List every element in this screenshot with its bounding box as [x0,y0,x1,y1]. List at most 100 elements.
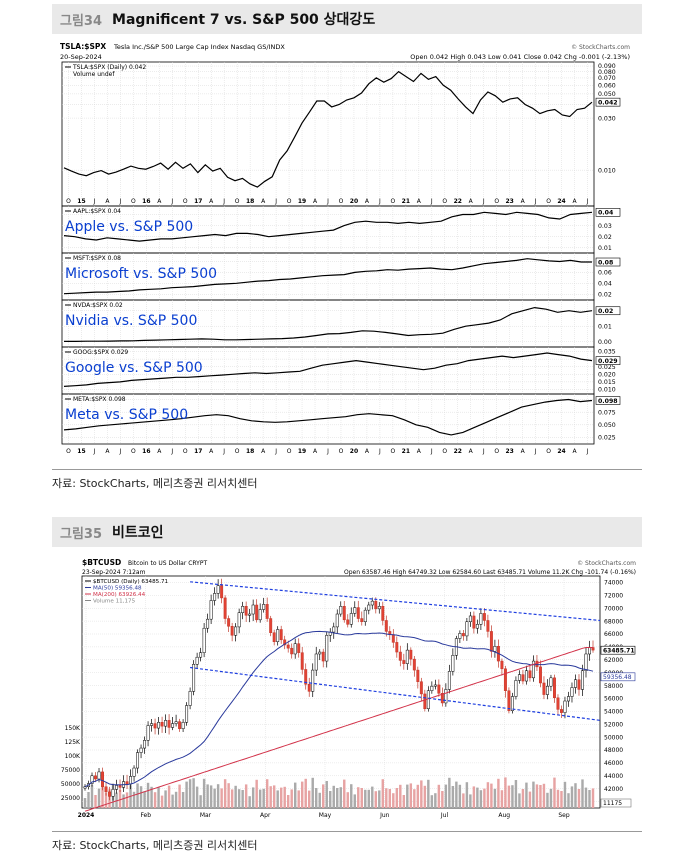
candle-body [367,604,371,611]
ma50-last-label: 59356.48 [603,674,632,681]
volume-bar [251,787,255,808]
candle-body [482,613,486,621]
candle-body [560,709,563,713]
volume-bar [157,787,160,808]
candle-body [118,785,122,788]
x-tick-label-top: 15 [77,198,85,205]
panel-4: 0.0350.0300.0250.0200.0150.0100.029GOOG:… [61,346,621,395]
volume-bar [518,793,521,808]
candle-body [111,789,115,797]
x-tick-label-bottom: O [287,448,292,455]
volume-bar [584,787,588,808]
candle-body [237,612,241,628]
volume-box [600,798,632,808]
candle-body [314,653,318,671]
volume-bar [378,790,381,808]
panel-legend: TSLA:$SPX (Daily) 0.042 [72,64,146,71]
x-tick-label-bottom: A [313,448,318,455]
volume-bar [577,789,581,808]
figure-34-source: 자료: StockCharts, 메리츠증권 리서치센터 [52,477,258,490]
x-tick-label-bottom: O [183,448,188,455]
volume-bar [560,791,563,808]
candle-body [493,645,497,652]
candle-body [283,639,287,646]
volume-bar [315,788,318,808]
volume-bar [521,789,525,808]
x-tick-label-bottom: J [274,448,277,455]
volume-bar [258,789,262,808]
candle-body [146,725,150,741]
volume-bar [434,793,437,808]
candle-body [433,684,437,687]
candle-body [311,669,315,692]
volume-bar [448,777,451,808]
ma50-line [84,630,594,788]
volume-bar [563,781,567,808]
candle-body [584,653,588,671]
candle-body [503,668,507,691]
candle-body [206,618,210,629]
y-tick-label: 58000 [604,683,623,690]
panel-label: Google vs. S&P 500 [65,360,203,376]
panel-label: Apple vs. S&P 500 [65,219,193,235]
volume-bar [539,785,542,808]
x-tick-label-bottom: O [235,448,240,455]
candle-body [398,651,402,661]
candle-body [370,600,374,606]
candle-body [279,629,283,641]
volume-bar [185,781,188,808]
volume-bar [416,784,420,808]
volume-bar [441,791,444,808]
volume-bar [486,782,490,808]
candle-body [195,656,199,665]
x-tick-label-bottom: 24 [557,448,565,455]
ma50-box [600,672,636,682]
candle-body [514,680,518,697]
x-tick-label-top: 22 [454,198,462,205]
ma200-line [84,647,593,812]
x-tick-label-top: A [572,198,577,205]
x-tick-label-bottom: O [494,448,499,455]
volume-bar [535,784,539,808]
x-tick-label-top: 17 [194,198,202,205]
x-tick-label-top: 23 [505,198,513,205]
legend-entry: Volume 11,175 [93,599,136,605]
volume-bar [202,778,206,808]
x-tick-label-top: J [326,198,329,205]
candle-body [363,609,367,623]
volume-bar [437,784,441,808]
x-tick-label-bottom: O [66,448,71,455]
x-tick-label-bottom: J [482,448,485,455]
candle-body [528,670,532,679]
volume-bar [423,785,427,808]
x-tick-label-top: J [378,198,381,205]
y-tick-label: 0.01 [598,245,612,252]
candle-body [391,634,395,643]
candle-body [174,721,178,724]
candle-body [132,767,136,777]
chart1-watermark: © StockCharts.com [571,44,630,51]
y-tick-label: 68000 [604,618,623,625]
x-tick-label-bottom: J [534,448,537,455]
x-tick-label-top: A [157,198,162,205]
panel-label: Meta vs. S&P 500 [65,407,188,423]
volume-bar [297,790,300,808]
x-tick-label-top: O [546,198,551,205]
volume-bar [420,780,423,808]
x-tick-label-bottom: O [339,448,344,455]
candle-body [581,670,584,690]
volume-bar [493,788,497,808]
panel-legend: AAPL:$SPX 0.04 [73,208,121,215]
candle-body [178,721,182,729]
x-tick-label-bottom: 21 [402,448,410,455]
y-tick-label: 62000 [604,657,623,664]
volume-bar [388,789,392,808]
x-tick-label-top: O [66,198,71,205]
volume-bar [209,785,213,808]
volume-bar [192,778,195,808]
volume-bar [230,789,234,808]
x-tick-label-top: 19 [298,198,306,205]
x-tick-label-bottom: O [131,448,136,455]
volume-bar [195,786,199,808]
series-line [63,352,593,387]
